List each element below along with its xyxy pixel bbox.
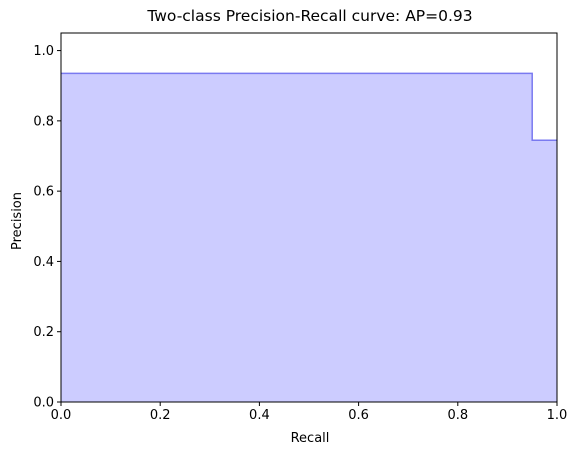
chart-title: Two-class Precision-Recall curve: AP=0.9…: [146, 7, 472, 25]
x-tick-label: 0.2: [150, 408, 171, 423]
pr-step-line: [61, 72, 557, 141]
x-axis-label: Recall: [291, 431, 330, 446]
x-tick-label: 0.0: [51, 408, 72, 423]
x-tick-label: 0.4: [249, 408, 270, 423]
x-axis-ticks: 0.0 0.2 0.4 0.6 0.8 1.0: [51, 402, 568, 423]
plot-area: [61, 72, 557, 402]
y-tick-label: 0.2: [33, 325, 54, 340]
pr-area-fill: [61, 73, 557, 402]
y-axis-label: Precision: [10, 192, 25, 250]
x-tick-label: 1.0: [547, 408, 568, 423]
y-tick-label: 0.8: [33, 114, 54, 129]
axes-frame: [60, 32, 558, 403]
y-tick-label: 0.6: [33, 185, 54, 200]
y-tick-label: 1.0: [33, 44, 54, 59]
y-tick-label: 0.0: [33, 396, 54, 411]
y-axis-ticks: 0.0 0.2 0.4 0.6 0.8 1.0: [33, 44, 61, 411]
y-tick-label: 0.4: [33, 255, 54, 270]
x-tick-label: 0.8: [447, 408, 468, 423]
x-tick-label: 0.6: [348, 408, 369, 423]
